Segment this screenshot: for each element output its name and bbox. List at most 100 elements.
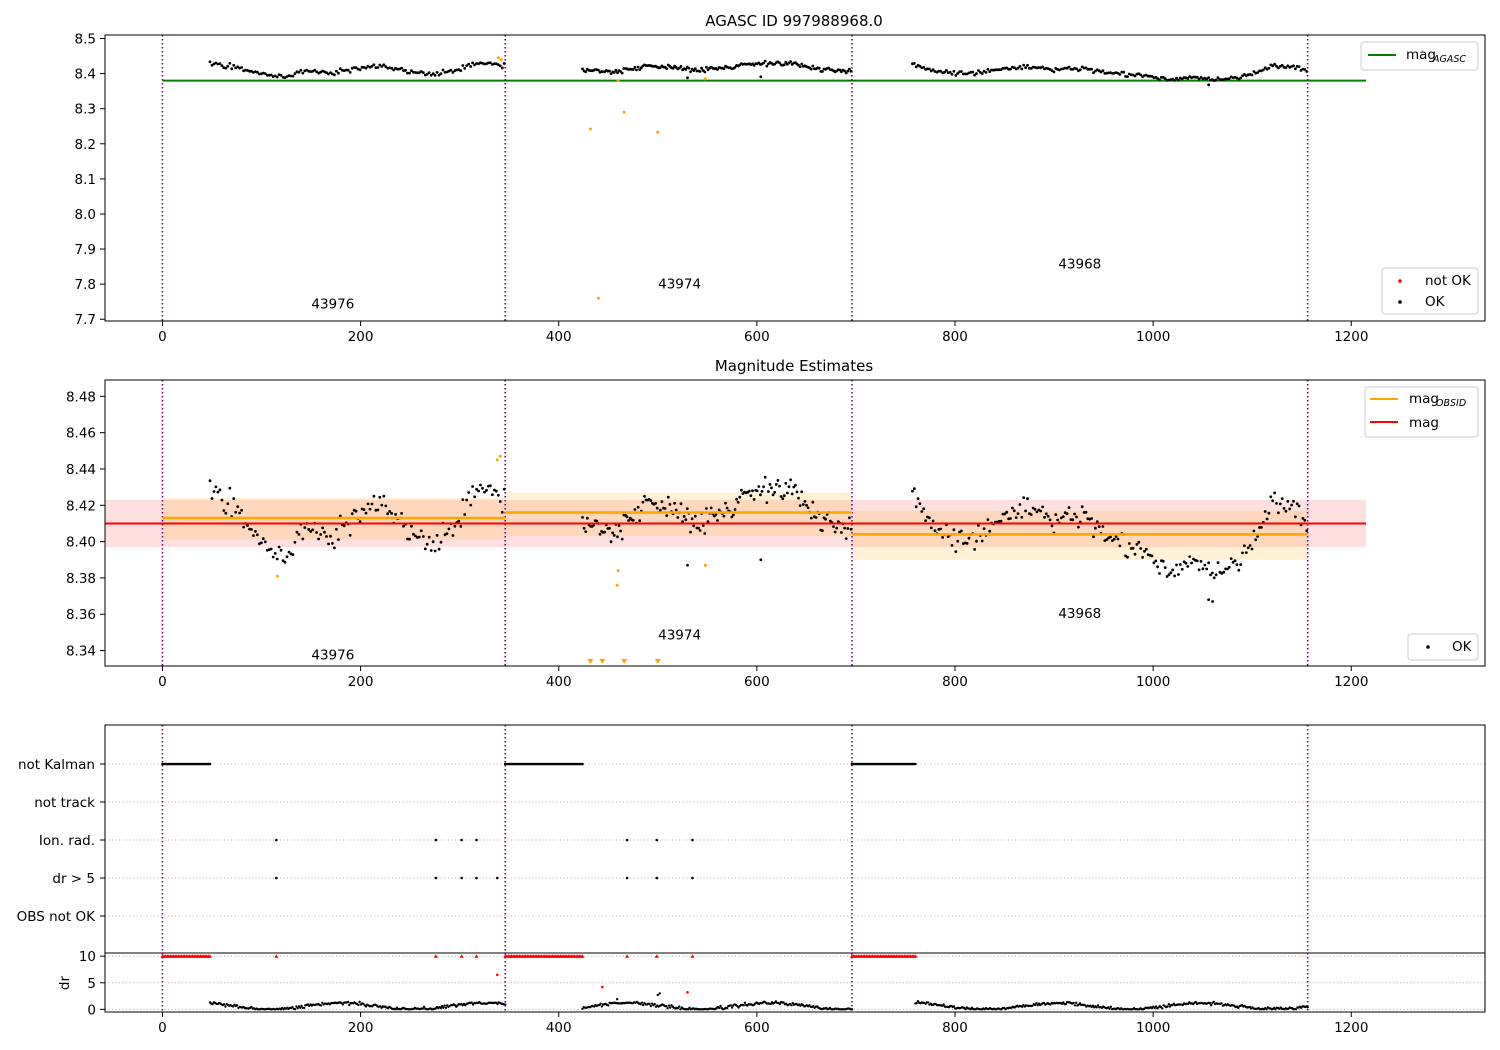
dr-ok-point-2-124 bbox=[1073, 1004, 1077, 1007]
mid-ok-point-0-62 bbox=[331, 542, 334, 545]
mid-obsid-label-3: 43968 bbox=[1058, 606, 1101, 622]
top-ok-point-1-114 bbox=[762, 61, 765, 65]
mid-ok-point-2-135 bbox=[1165, 575, 1169, 578]
mid-orange-triangle-0 bbox=[587, 659, 594, 664]
dr-ok-point-2-115 bbox=[1062, 1001, 1065, 1004]
top-ok-point-1-33 bbox=[633, 66, 637, 69]
mid-ok-point-2-157 bbox=[1207, 561, 1210, 565]
mid-ok-point-1-86 bbox=[717, 508, 721, 512]
mid-ok-point-0-39 bbox=[285, 555, 289, 559]
top-ok-point-2-69 bbox=[1041, 65, 1044, 69]
mid-ok-point-2-0 bbox=[911, 489, 914, 493]
top-ok-point-1-53 bbox=[665, 67, 669, 70]
mid-ok-point-0-33 bbox=[273, 552, 277, 555]
mid-ok-point-2-175 bbox=[1241, 551, 1244, 555]
dr-xtick-label-0: 0 bbox=[158, 1020, 167, 1036]
mid-legend-sub-obsid: OBSID bbox=[1436, 398, 1466, 409]
mid-ok-point-0-12 bbox=[232, 497, 236, 500]
mid-ok-point-2-5 bbox=[920, 510, 924, 513]
top-ok-point-2-193 bbox=[1275, 64, 1278, 68]
mid-ok-point-2-12 bbox=[933, 529, 937, 533]
mid-ok-point-0-90 bbox=[386, 512, 390, 516]
mid-mag-obsid-band-1 bbox=[505, 492, 852, 537]
mid-ok-point-0-57 bbox=[321, 526, 324, 530]
top-ok-point-2-37 bbox=[980, 72, 984, 75]
dr-ok-point-2-30 bbox=[952, 1005, 956, 1008]
dr-ok-point-0-103 bbox=[341, 1003, 344, 1006]
mid-ok-point-2-41 bbox=[988, 529, 992, 533]
top-xtick-label-3: 600 bbox=[744, 329, 770, 345]
mid-ok-point-0-65 bbox=[337, 538, 340, 541]
dr-capped-point-0-30 bbox=[208, 954, 212, 958]
mid-ok-point-2-7 bbox=[924, 519, 927, 522]
mid-ok-point-1-117 bbox=[767, 490, 770, 493]
mid-ok-point-2-40 bbox=[986, 518, 990, 521]
dr-ok-point-0-204 bbox=[471, 1003, 475, 1006]
top-ok-point-0-131 bbox=[467, 62, 471, 66]
top-orange-point-4 bbox=[616, 79, 620, 83]
mid-ok-point-2-130 bbox=[1156, 565, 1159, 569]
dr-capped-point-1-49 bbox=[580, 954, 585, 958]
top-ok-point-0-101 bbox=[408, 71, 411, 75]
dr-ok-point-1-120 bbox=[736, 1004, 739, 1008]
top-ok-point-1-138 bbox=[800, 62, 804, 66]
top-ok-point-0-86 bbox=[378, 63, 382, 67]
mid-ok-point-2-183 bbox=[1256, 534, 1259, 538]
mid-ok-point-2-105 bbox=[1109, 535, 1112, 539]
top-xtick-label-6: 1200 bbox=[1334, 329, 1368, 345]
mid-ok-point-1-167 bbox=[846, 527, 850, 530]
mid-ok-outlier-0 bbox=[686, 563, 689, 567]
mid-ok-point-1-165 bbox=[843, 526, 846, 530]
dr-ok-point-1-156 bbox=[782, 1001, 785, 1004]
mid-ok-point-2-9 bbox=[928, 516, 931, 520]
top-ok-point-2-20 bbox=[948, 70, 952, 74]
mid-ok-point-2-80 bbox=[1061, 515, 1065, 518]
mid-ok-point-2-58 bbox=[1020, 515, 1024, 519]
mid-ok-point-0-83 bbox=[372, 494, 376, 498]
dr-ok-point-0-67 bbox=[295, 1005, 298, 1008]
mid-ok-point-2-168 bbox=[1227, 565, 1231, 569]
dr-ok-point-0-181 bbox=[442, 1006, 445, 1009]
mid-ok-point-2-52 bbox=[1009, 517, 1012, 520]
top-ok-point-2-198 bbox=[1284, 66, 1288, 70]
mid-ok-point-1-89 bbox=[722, 514, 726, 518]
dr-ytick-label-0: 0 bbox=[87, 1002, 96, 1018]
mid-ok-point-2-198 bbox=[1284, 509, 1288, 513]
mid-ok-point-2-24 bbox=[956, 539, 960, 543]
mid-ok-point-0-13 bbox=[234, 510, 238, 514]
mid-ok-point-1-90 bbox=[724, 501, 727, 505]
mid-ok-point-1-38 bbox=[641, 500, 645, 504]
mid-legend-label-obsid: mag bbox=[1409, 391, 1439, 407]
mid-ok-point-0-64 bbox=[335, 527, 338, 531]
top-ytick-label-2: 7.9 bbox=[75, 242, 96, 258]
top-title: AGASC ID 997988968.0 bbox=[705, 12, 883, 30]
dr-ok-point-2-151 bbox=[1108, 1007, 1111, 1010]
mid-ok-point-2-2 bbox=[914, 505, 918, 509]
mid-ok-point-0-92 bbox=[390, 512, 394, 515]
mid-ok-point-0-76 bbox=[358, 520, 362, 524]
top-ok-point-1-67 bbox=[687, 66, 691, 70]
top-ok-point-2-162 bbox=[1216, 76, 1220, 80]
mid-ok-point-0-22 bbox=[252, 534, 255, 537]
mid-ok-point-1-140 bbox=[803, 500, 807, 503]
mid-ok-point-1-11 bbox=[598, 532, 602, 536]
mid-ok-point-0-27 bbox=[261, 537, 265, 541]
dr-red-point-1 bbox=[601, 985, 604, 989]
top-ok-point-0-5 bbox=[218, 62, 222, 65]
top-ok-point-2-9 bbox=[928, 67, 931, 71]
top-ok-point-2-134 bbox=[1163, 77, 1167, 80]
mid-ok-point-0-38 bbox=[283, 560, 287, 564]
dr-ok-point-1-67 bbox=[667, 1004, 671, 1007]
mid-ok-point-1-120 bbox=[771, 493, 775, 497]
dr-capped-point-2-40 bbox=[913, 954, 918, 958]
mid-ok-point-2-158 bbox=[1209, 573, 1212, 577]
mid-ok-point-0-2 bbox=[212, 490, 216, 493]
top-ok-point-1-151 bbox=[821, 70, 824, 73]
top-ok-point-1-166 bbox=[844, 71, 848, 75]
mid-ok-point-0-134 bbox=[473, 495, 476, 499]
mid-ok-point-0-58 bbox=[323, 530, 326, 534]
top-ok-point-1-74 bbox=[698, 70, 702, 73]
top-ok-outlier-2 bbox=[1207, 83, 1211, 87]
mid-ok-point-0-108 bbox=[421, 535, 425, 538]
top-ok-point-2-112 bbox=[1122, 70, 1126, 74]
